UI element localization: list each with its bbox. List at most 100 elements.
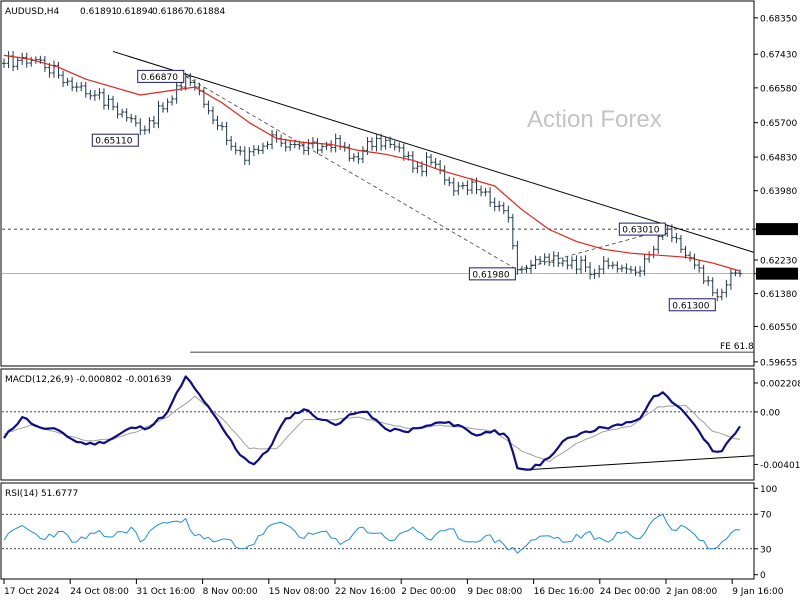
time-axis-tick-label: 9 Dec 08:00 — [467, 587, 522, 597]
ohlc-bar — [724, 279, 729, 298]
price-callout-label: 0.61980 — [472, 270, 509, 280]
macd-signal-line — [3, 395, 741, 463]
ohlc-bar — [397, 142, 402, 153]
ohlc-bar — [129, 113, 134, 123]
falling-trendline — [112, 50, 755, 253]
time-axis-tick-label: 22 Nov 16:00 — [335, 587, 396, 597]
ohlc-bar — [79, 81, 84, 92]
ohlc-bar — [183, 72, 188, 91]
ohlc-bar — [133, 115, 138, 127]
ohlc-bar — [279, 134, 284, 148]
ohlc-bar — [383, 136, 388, 150]
ohlc-bar — [451, 177, 456, 197]
ohlc-bar — [188, 73, 193, 86]
ohlc-bar — [20, 52, 25, 66]
price-axis-tick-label: 0.61884 — [759, 270, 796, 280]
ohlc-bar — [124, 108, 129, 122]
ohlc-bar — [147, 117, 152, 134]
ohlc-low: 0.61867 — [152, 7, 189, 17]
ohlc-bar — [220, 121, 225, 131]
ohlc-bar — [479, 185, 484, 197]
macd-line — [3, 375, 741, 471]
ohlc-bars — [2, 51, 742, 302]
rsi-layer — [2, 513, 754, 554]
ohlc-bar — [488, 187, 493, 208]
ohlc-bar — [633, 266, 638, 276]
ohlc-bar — [642, 254, 647, 276]
ohlc-bar — [56, 61, 61, 79]
ohlc-bar — [619, 264, 624, 273]
price-axis-tick-label: 0.67430 — [760, 51, 797, 61]
price-callout-box — [137, 69, 185, 83]
price-callout-label: 0.66870 — [141, 73, 178, 83]
ohlc-bar — [283, 138, 288, 152]
watermark: Action Forex — [527, 106, 662, 133]
ohlc-bar — [583, 255, 588, 273]
price-callout-label: 0.61300 — [672, 301, 709, 311]
ohlc-bar — [233, 142, 238, 155]
ohlc-bar — [74, 82, 79, 92]
ohlc-bar — [101, 88, 106, 110]
ohlc-bar — [697, 260, 702, 273]
ohlc-bar — [569, 256, 574, 270]
ohlc-bar — [70, 77, 75, 92]
ohlc-bar — [710, 277, 715, 297]
price-axis-tick-label: 0.60550 — [760, 323, 797, 333]
ohlc-bar — [692, 253, 697, 270]
price-callout-label: 0.65110 — [95, 137, 132, 147]
ohlc-bar — [415, 161, 420, 174]
price-axis-tick-label: 0.62230 — [760, 256, 797, 266]
ohlc-bar — [224, 121, 229, 146]
time-axis-tick-label: 31 Oct 16:00 — [136, 587, 195, 597]
ohlc-bar — [51, 60, 56, 78]
ohlc-bar — [560, 257, 565, 267]
ohlc-bar — [574, 255, 579, 275]
time-axis-tick-label: 9 Jan 16:00 — [732, 587, 784, 597]
price-callout-box — [91, 133, 139, 147]
ohlc-bar — [360, 146, 365, 164]
ohlc-bar — [292, 140, 297, 149]
time-axis-tick-label: 24 Oct 08:00 — [70, 587, 129, 597]
ohlc-bar — [161, 102, 166, 113]
ohlc-bar — [351, 153, 356, 162]
ohlc-bar — [715, 288, 720, 302]
ohlc-bar — [688, 251, 693, 262]
ohlc-bar — [469, 178, 474, 195]
rsi-panel-frame — [0, 482, 755, 580]
ohlc-bar — [170, 95, 175, 106]
macd-panel-frame — [0, 368, 755, 481]
ohlc-bar — [265, 141, 270, 150]
ohlc-bar — [15, 56, 20, 70]
ohlc-bar — [592, 268, 597, 280]
time-axis-tick-label: 15 Nov 08:00 — [269, 587, 330, 597]
time-axis-tick-label: 2 Jan 08:00 — [666, 587, 718, 597]
ohlc-bar — [533, 255, 538, 270]
price-layer: FE 61.8 0.66870 0.65110 0.61980 0.63010 0.613… — [2, 50, 755, 353]
ohlc-bar — [24, 52, 29, 68]
ohlc-bar — [465, 180, 470, 196]
ohlc-bar — [542, 253, 547, 266]
ohlc-bar — [288, 140, 293, 151]
price-axis-tick-label: 0.68350 — [760, 14, 797, 24]
price-callout-box — [618, 222, 666, 236]
ohlc-bar — [638, 266, 643, 278]
ohlc-bar — [320, 143, 325, 154]
macd-axis-tick-label: 0.00 — [760, 408, 780, 418]
ohlc-bar — [115, 102, 120, 119]
ohlc-bar — [674, 232, 679, 244]
ohlc-bar — [510, 213, 515, 250]
ohlc-bar — [338, 134, 343, 150]
ohlc-bar — [442, 165, 447, 185]
ohlc-bar — [597, 264, 602, 278]
ohlc-bar — [588, 262, 593, 280]
ohlc-bar — [665, 225, 670, 237]
price-callout: 0.66870 — [137, 69, 185, 83]
ohlc-bar — [92, 89, 97, 101]
ohlc-bar — [547, 253, 552, 267]
ohlc-bar — [701, 264, 706, 285]
price-axis-tick-label-box — [756, 267, 798, 280]
price-axis-tick-label: 0.66580 — [760, 84, 797, 94]
ohlc-bar — [529, 260, 534, 274]
ohlc-bar — [610, 261, 615, 270]
ohlc-bar — [6, 51, 11, 69]
